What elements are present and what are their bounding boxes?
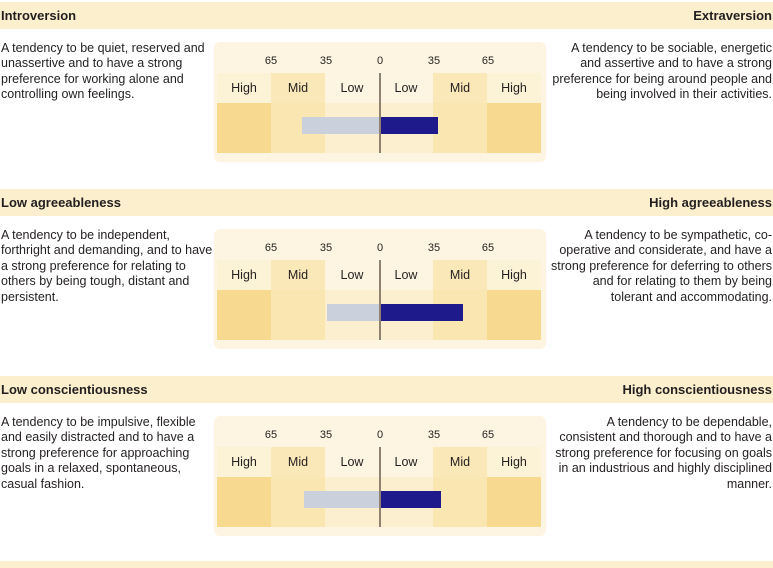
zone-header-cell [217,73,271,103]
bar-right-score [380,304,463,321]
tick-label: 65 [481,55,495,67]
trait-left-label: Low agreeableness [1,195,121,210]
trait-left-description: A tendency to be quiet, reserved and una… [1,41,205,102]
trait-section-extraversion: Introversion Extraversion A tendency to be… [0,2,773,189]
zone-label: Low [394,455,418,469]
zone-header-cell [325,447,379,477]
tick-label: 35 [319,242,333,254]
zone-body-cell [271,290,325,340]
zone-label: Low [340,455,364,469]
tick-label: 35 [427,55,441,67]
tick-label: 65 [264,55,278,67]
tick-label: 0 [376,242,384,254]
zone-label: High [231,81,257,95]
tick-label: 35 [319,429,333,441]
zone-label: High [231,268,257,282]
zone-body-cell [433,477,487,527]
bottom-divider [0,561,773,568]
zone-body-cell [487,103,541,153]
trait-section-conscientiousness: Low conscientiousness High conscientiousn… [0,376,773,563]
zone-header-cell [325,73,379,103]
tick-label: 35 [319,55,333,67]
zone-header-cell [433,73,487,103]
zone-label: Mid [287,455,309,469]
zone-body-cell [217,290,271,340]
zone-header-cell [217,260,271,290]
zone-header-cell [271,447,325,477]
trait-right-label: Extraversion [693,8,772,23]
zone-body-cell [487,290,541,340]
zone-label: Mid [449,81,471,95]
zone-header-cell [487,73,541,103]
zone-header-cell [271,73,325,103]
zone-label: High [501,455,527,469]
score-chart: 65 35 0 35 65 High Mid Low Low Mid High [214,416,546,536]
zone-label: High [501,268,527,282]
zone-header-cell [217,447,271,477]
tick-label: 65 [481,242,495,254]
zone-label: Mid [287,268,309,282]
zone-label: Mid [449,268,471,282]
zone-body-cell [217,477,271,527]
trait-header: Low conscientiousness High conscientiousn… [0,376,773,403]
center-axis-line [379,73,381,153]
zone-header-cell [433,260,487,290]
zone-header-cell [271,260,325,290]
zone-label: Low [340,81,364,95]
trait-header: Low agreeableness High agreeableness [0,189,773,216]
tick-label: 65 [481,429,495,441]
trait-header: Introversion Extraversion [0,2,773,29]
bar-left-score [327,304,380,321]
trait-left-label: Low conscientiousness [1,382,148,397]
trait-right-description: A tendency to be sympathetic, co-operati… [551,228,772,304]
trait-right-label: High conscientiousness [622,382,772,397]
zone-label: Low [340,268,364,282]
bar-right-score [380,117,438,134]
zone-header-cell [487,260,541,290]
zone-label: High [231,455,257,469]
center-axis-line [379,260,381,340]
trait-left-label: Introversion [1,8,77,23]
bar-left-score [304,491,380,508]
trait-left-description: A tendency to be impulsive, flexible and… [1,415,196,491]
tick-label: 65 [264,429,278,441]
zone-label: Low [394,268,418,282]
zone-header-cell [379,447,433,477]
zone-header-cell [433,447,487,477]
tick-label: 0 [376,55,384,67]
zone-header-cell [379,260,433,290]
zone-body-cell [487,477,541,527]
bar-right-score [380,491,441,508]
zone-header-cell [379,73,433,103]
score-chart: 65 35 0 35 65 High Mid Low Low Mid High [214,229,546,349]
trait-right-description: A tendency to be sociable, energetic and… [552,41,772,102]
trait-right-description: A tendency to be dependable, consistent … [555,415,772,491]
zone-label: Mid [449,455,471,469]
trait-right-label: High agreeableness [649,195,772,210]
bar-left-score [302,117,380,134]
tick-label: 35 [427,242,441,254]
trait-left-description: A tendency to be independent, forthright… [1,228,213,304]
zone-header-cell [325,260,379,290]
trait-section-agreeableness: Low agreeableness High agreeableness A ten… [0,189,773,376]
score-chart: 65 35 0 35 65 High Mid Low Low Mid High [214,42,546,162]
zone-header-cell [487,447,541,477]
tick-label: 35 [427,429,441,441]
tick-label: 0 [376,429,384,441]
center-axis-line [379,447,381,527]
zone-label: Low [394,81,418,95]
tick-label: 65 [264,242,278,254]
zone-label: High [501,81,527,95]
zone-label: Mid [287,81,309,95]
zone-body-cell [433,103,487,153]
zone-body-cell [217,103,271,153]
